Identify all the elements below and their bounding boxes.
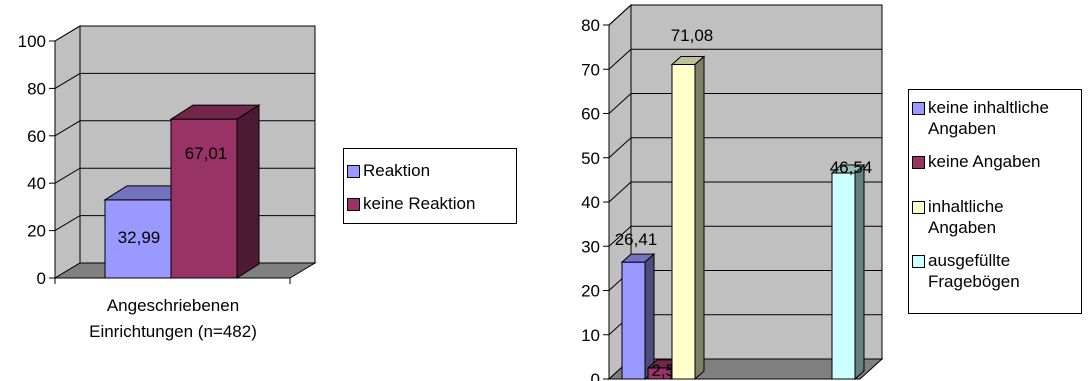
legend-label: ausgefüllte Fragebögen [928,250,1020,292]
legend-label-line: keine inhaltliche [928,98,1049,117]
gridline [608,48,882,70]
gridline [608,137,882,159]
data-label: 67,01 [185,144,228,163]
gridline [608,4,882,26]
y-tick-label: 20 [581,282,600,301]
y-tick-label: 40 [581,193,600,212]
bar-3 [671,63,696,380]
legend-chart-2: keine inhaltliche Angaben keine Angaben inh… [908,89,1082,314]
legend-item: Reaktion [344,160,516,181]
legend-label-line: Angaben [928,218,997,237]
gridline [608,93,882,114]
y-tick-label: 60 [581,105,600,124]
y-tick-label: 60 [27,127,46,146]
legend-swatch [347,198,360,211]
y-tick-label: 80 [581,16,600,35]
gridline [54,25,315,42]
y-tick-label: 0 [591,370,600,381]
data-label: 32,99 [118,228,161,247]
bar-1 [621,261,646,380]
legend-label-line: inhaltliche [928,197,1004,216]
gridline [608,225,882,247]
legend-item: keine inhaltliche Angaben [909,97,1081,139]
x-category-label: Angeschriebenen [107,296,239,315]
legend-swatch [912,201,925,214]
y-tick-label: 40 [27,174,46,193]
y-tick-label: 100 [18,32,46,51]
legend-swatch [912,102,925,115]
legend-label-line: keine Angaben [928,152,1041,171]
legend-item: ausgefüllte Fragebögen [909,250,1081,292]
bar-4 [831,172,856,380]
bar-2 [170,118,238,279]
y-tick-label: 0 [37,269,46,288]
legend-label-line: Fragebögen [928,272,1020,291]
y-tick-label: 30 [581,237,600,256]
y-tick-label: 10 [581,326,600,345]
legend-label-line: ausgefüllte [928,251,1011,270]
legend-label: keine inhaltliche Angaben [928,97,1049,139]
legend-label-line: Angaben [928,119,997,138]
y-tick-label: 70 [581,60,600,79]
gridline [54,72,315,89]
x-category-label: Einrichtungen (n=482) [89,322,257,341]
data-label: 71,08 [671,26,714,45]
bar-side-3 [694,55,705,381]
y-tick-label: 50 [581,149,600,168]
bar-side-2 [236,104,260,279]
legend-item: keine Angaben [909,151,1081,172]
legend-swatch [912,156,925,169]
y-tick-label: 20 [27,222,46,241]
legend-label: keine Reaktion [363,194,476,213]
y-tick-label: 80 [27,79,46,98]
legend-item: inhaltliche Angaben [909,196,1081,238]
bar-1 [104,199,172,279]
legend-label: inhaltliche Angaben [928,196,1004,238]
legend-item: keine Reaktion [344,193,516,214]
legend-chart-1: Reaktion keine Reaktion [343,148,517,224]
legend-swatch [347,165,360,178]
legend-label: keine Angaben [928,151,1041,172]
data-label: 46,54 [830,158,873,177]
gridline [608,181,882,203]
legend-swatch [912,255,925,268]
bar-side-4 [854,163,865,381]
legend-label: Reaktion [363,161,431,180]
data-label: 26,41 [615,230,658,249]
